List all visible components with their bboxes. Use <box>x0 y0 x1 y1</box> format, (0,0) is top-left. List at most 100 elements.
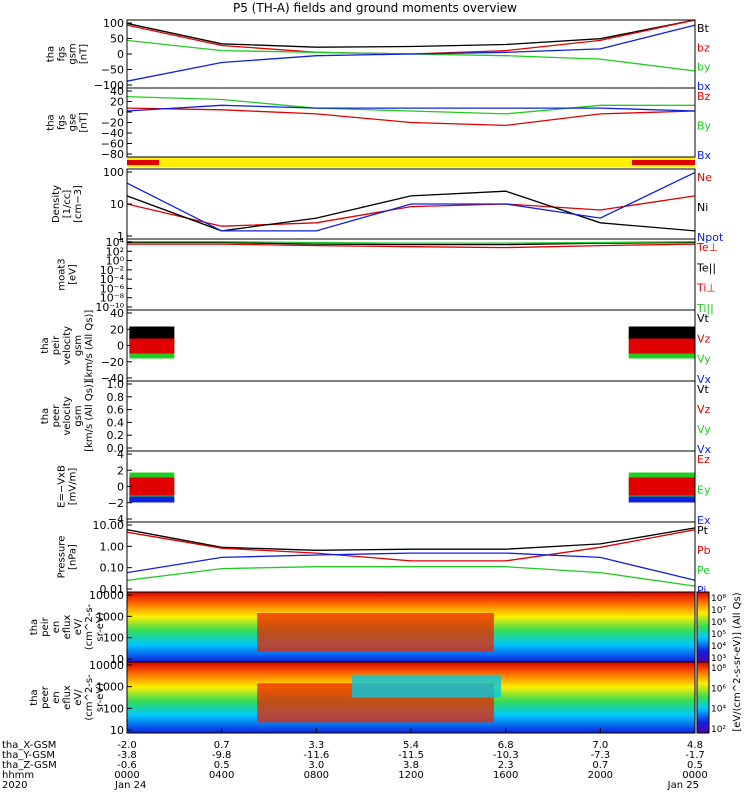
legend-temperature-Te⊥: Te⊥ <box>696 241 718 254</box>
ytick-label-efield-0: 4 <box>117 448 124 461</box>
ylabel-peir-velocity-1: peir <box>51 335 62 355</box>
series-temperature-Te|| <box>127 241 696 246</box>
data-block-red-efield-0 <box>129 477 175 496</box>
data-block-blue-0 <box>129 496 175 503</box>
ylabel-efield-0: E=−VxB <box>57 465 68 508</box>
ytick-label-peer-velocity-1: 0.8 <box>107 391 125 404</box>
xaxis-row-label-3: hhmm <box>2 770 34 781</box>
xaxis-value-0-2: -0.6 <box>117 760 137 771</box>
legend-temperature-Ti⊥: Ti⊥ <box>696 282 716 295</box>
ytick-label-pressure-3: 0.01 <box>100 583 125 596</box>
ytick-label-fgs-gse-3: −20 <box>101 117 124 130</box>
legend-fgs-gse-Bx: Bx <box>697 149 712 162</box>
ytick-label-fgs-gsm-3: −50 <box>101 64 124 77</box>
colorbar-tick-0-4: 10⁴ <box>711 642 726 652</box>
ylabel-peer-spec-2: en <box>51 691 62 704</box>
legend-peer-velocity-Vz: Vz <box>697 403 711 416</box>
panel-frame-peer-velocity <box>126 380 696 452</box>
series-pressure-Pb <box>126 529 696 562</box>
ylabel-fgs-gsm-1: fgs <box>57 46 68 61</box>
data-block-red-peir-velocity-1 <box>628 335 695 354</box>
ylabel-density-0: Density <box>51 185 62 223</box>
legend-fgs-gse-By: By <box>697 120 712 133</box>
ylabel-peer-spec-0: tha <box>29 689 40 705</box>
series-fgs-gse-Bx <box>126 104 696 112</box>
xaxis-value-6-4: Jan 25 <box>667 780 699 791</box>
legend-fgs-gsm-bz: bz <box>697 41 710 54</box>
ytick-label-fgs-gse-6: −80 <box>101 148 124 161</box>
colorbar-tick-1-0: 10⁸ <box>711 664 726 674</box>
ylabel-temperature-1: [eV] <box>68 264 79 285</box>
legend-peir-velocity-Vx: Vx <box>697 373 712 386</box>
ylabel-peir-velocity-4: [km/s (All Qs)] <box>84 310 95 382</box>
ytick-label-temperature-6: 10⁻⁸ <box>100 292 125 305</box>
ylabel-peir-spec-0: tha <box>29 619 40 635</box>
ylabel-peir-spec-2: en <box>51 621 62 634</box>
mode-bar-end <box>632 160 695 165</box>
series-temperature-Te⊥ <box>127 243 696 249</box>
xaxis-row-label-2: tha_Z-GSM <box>2 760 57 771</box>
ytick-label-peir-velocity-1: 20 <box>110 323 124 336</box>
ytick-label-temperature-1: 10² <box>106 245 124 258</box>
ylabel-peir-velocity-0: tha <box>40 337 51 353</box>
colorbar-label: [eV/(cm^2-s-sr-eV)] (All Qs) <box>732 592 743 731</box>
legend-fgs-gsm-Bt: Bt <box>697 22 710 35</box>
legend-efield-Ex: Ex <box>697 514 711 527</box>
panel-fgs-gsm: 100 50 0 −50 −100 tha fgs gsm [nT] Bt bz by bx <box>46 17 711 93</box>
data-block-blue-1 <box>628 496 695 503</box>
ylabel-fgs-gsm-0: tha <box>46 46 57 62</box>
series-fgs-gse-By <box>126 95 695 115</box>
series-pressure-Pt <box>126 527 696 551</box>
ytick-label-temperature-3: 10⁻² <box>100 264 124 277</box>
xaxis-value-0-1: -3.8 <box>117 750 137 761</box>
xaxis-value-2-2: 3.0 <box>308 760 324 771</box>
xaxis-value-2-1: -11.6 <box>303 750 329 761</box>
ylabel-peer-velocity-3: gsm <box>73 405 84 426</box>
panel-peer-velocity: 1.00.80.60.40.20.0 tha peer velocity gsm [km/… <box>40 378 712 456</box>
ytick-label-peir-velocity-4: −40 <box>101 372 124 385</box>
xaxis-value-5-2: 0.7 <box>592 760 608 771</box>
ytick-label-peir-velocity-2: 0 <box>117 340 124 353</box>
colorbar-tick-1-3: 10² <box>711 725 726 735</box>
xaxis-value-5-1: -7.3 <box>591 750 611 761</box>
ytick-label-peer-spec-2: 100 <box>103 702 124 715</box>
ytick-label-peer-spec-3: 10 <box>110 724 124 737</box>
ytick-label-fgs-gsm-2: 0 <box>117 48 124 61</box>
xaxis-value-5-3: 2000 <box>588 770 613 781</box>
ylabel-peir-velocity-3: gsm <box>73 335 84 356</box>
panel-density: 100 10 1 Density [1/cc] [cm−3] Ne Ni Npot <box>51 166 724 244</box>
xaxis-value-1-0: 0.7 <box>214 740 230 751</box>
xaxis-value-3-0: 5.4 <box>403 740 419 751</box>
ytick-label-efield-1: 2 <box>117 464 124 477</box>
ytick-label-fgs-gse-1: 20 <box>110 96 124 109</box>
series-fgs-gsm-bx <box>126 24 696 82</box>
xaxis-value-6-1: -1.7 <box>685 750 705 761</box>
xaxis-row-label-4: 2020 <box>2 780 27 791</box>
xaxis-value-4-1: -10.3 <box>493 750 519 761</box>
series-density-Ne <box>126 195 696 227</box>
colorbar-tick-0-3: 10⁵ <box>711 630 726 640</box>
ylabel-peir-velocity-2: velocity <box>62 326 73 365</box>
xaxis-value-4-2: 2.3 <box>498 760 514 771</box>
ylabel-density-2: [cm−3] <box>73 185 84 223</box>
colorbar-tick-1-2: 10⁴ <box>711 705 726 715</box>
legend-peer-velocity-Vy: Vy <box>697 423 711 436</box>
xaxis-value-0-0: -2.0 <box>117 740 137 751</box>
ylabel-fgs-gsm-3: [nT] <box>79 44 90 64</box>
ytick-label-fgs-gsm-4: −100 <box>94 79 124 92</box>
mode-bar-start <box>127 160 159 165</box>
ylabel-peir-spec-5: (cm^2-s- <box>84 603 95 650</box>
mode-bar <box>127 157 695 167</box>
xaxis-value-1-3: 0400 <box>209 770 234 781</box>
ylabel-efield-1: [mV/m] <box>68 468 79 506</box>
ytick-label-density-0: 100 <box>103 166 124 179</box>
ytick-label-temperature-4: 10⁻⁴ <box>100 273 125 286</box>
panel-peer-spec: 10000 1000 100 10 tha peer en eflux eV/(cm^2-s-s… <box>29 659 696 737</box>
ylabel-pressure-1: [nPa] <box>68 544 79 570</box>
ylabel-peer-spec-4: eV/ <box>73 689 84 706</box>
xaxis-value-2-0: 3.3 <box>308 740 324 751</box>
ytick-label-pressure-0: 10.00 <box>93 519 125 532</box>
xaxis-value-3-3: 1200 <box>398 770 423 781</box>
spectrogram-core-peir-spec <box>257 613 494 652</box>
data-block-black-1 <box>628 326 695 339</box>
